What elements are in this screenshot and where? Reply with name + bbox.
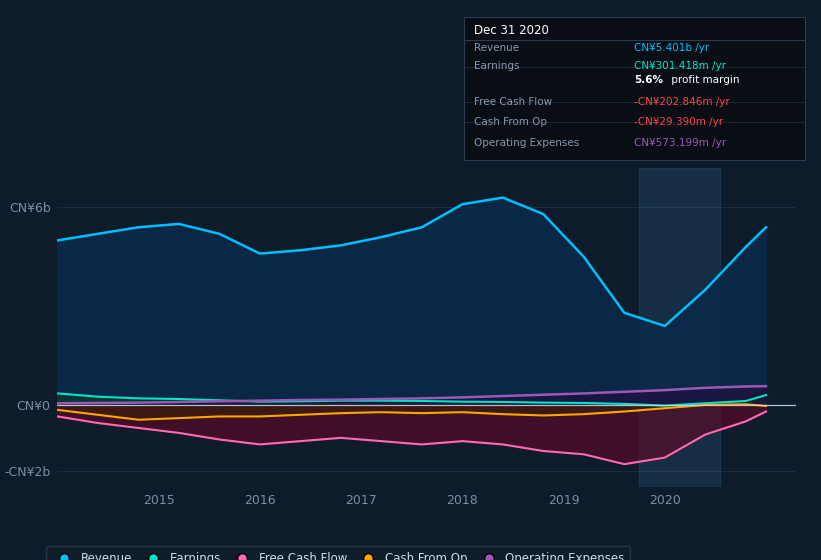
Text: profit margin: profit margin [668,76,740,85]
Text: Earnings: Earnings [474,61,520,71]
Bar [640,168,721,487]
Text: Revenue: Revenue [474,43,519,53]
Legend: Revenue, Earnings, Free Cash Flow, Cash From Op, Operating Expenses: Revenue, Earnings, Free Cash Flow, Cash … [46,546,631,560]
Text: 5.6%: 5.6% [635,76,663,85]
Text: -CN¥202.846m /yr: -CN¥202.846m /yr [635,97,730,107]
Text: Cash From Op: Cash From Op [474,117,547,127]
Text: -CN¥29.390m /yr: -CN¥29.390m /yr [635,117,723,127]
Text: CN¥301.418m /yr: CN¥301.418m /yr [635,61,727,71]
Text: CN¥573.199m /yr: CN¥573.199m /yr [635,138,727,148]
Text: Dec 31 2020: Dec 31 2020 [474,24,549,37]
Text: CN¥5.401b /yr: CN¥5.401b /yr [635,43,709,53]
Text: Free Cash Flow: Free Cash Flow [474,97,553,107]
Text: Operating Expenses: Operating Expenses [474,138,580,148]
